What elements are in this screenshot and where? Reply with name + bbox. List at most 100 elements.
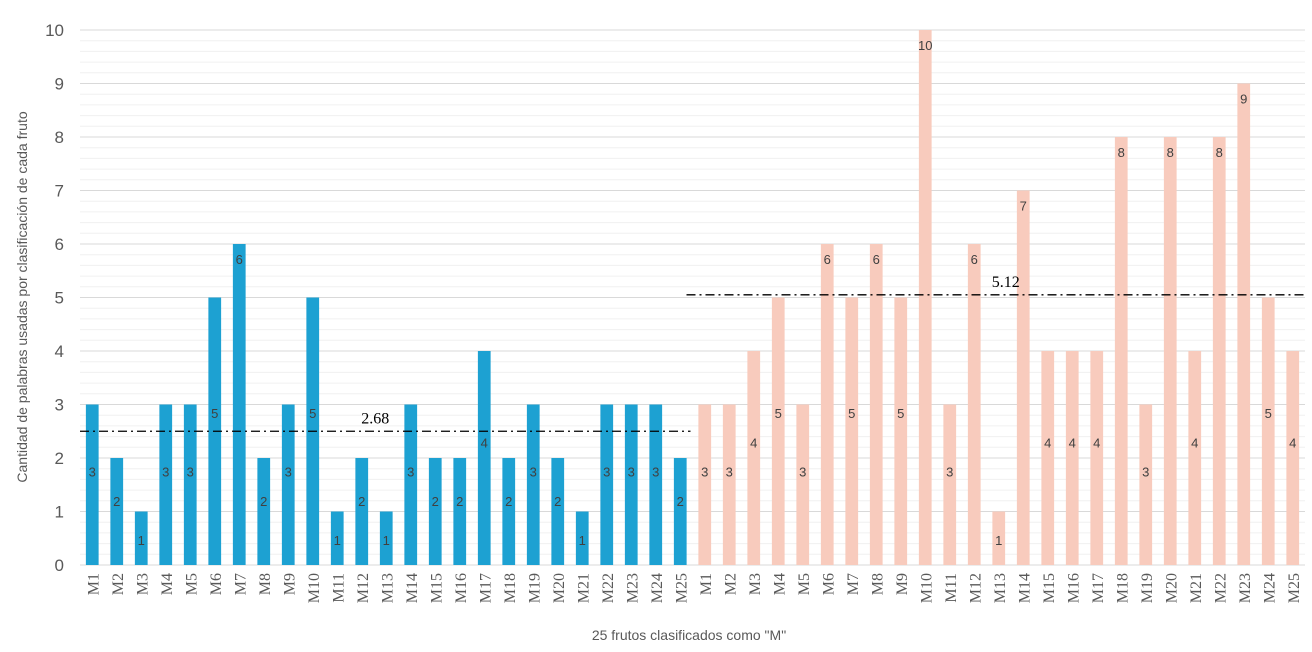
- bar: [159, 404, 173, 565]
- bar-value-label: 9: [1240, 92, 1247, 107]
- bar-value-label: 3: [285, 465, 292, 480]
- x-axis-ticks: M1 M2 M3 M4 M5 M6 M7 M8 M9 M10 M11 M12 M13 M14 M15 M16 M…: [85, 573, 1303, 603]
- y-axis-title: Cantidad de palabras usadas por clasific…: [14, 111, 30, 482]
- bar-value-label: 3: [89, 465, 96, 480]
- bar: [428, 458, 442, 565]
- x-tick-label: M9: [281, 573, 298, 595]
- y-tick-label: 6: [55, 235, 64, 254]
- x-tick-label: M14: [1016, 573, 1033, 603]
- x-tick-label: M5: [796, 573, 813, 595]
- bar: [257, 458, 271, 565]
- bar: [771, 297, 785, 565]
- bar-value-label: 2: [113, 494, 120, 509]
- bar-value-label: 3: [187, 465, 194, 480]
- bar-value-label: 3: [701, 465, 708, 480]
- x-tick-label: M25: [673, 573, 690, 603]
- x-tick-label: M11: [943, 573, 960, 603]
- bar-value-label: 3: [407, 465, 414, 480]
- bar-value-label: 6: [873, 252, 880, 267]
- x-tick-label: M24: [649, 573, 666, 603]
- bar-value-label: 5: [775, 406, 782, 421]
- x-tick-label: M7: [232, 573, 249, 595]
- bar-value-label: 4: [1191, 435, 1198, 450]
- average-label: 5.12: [992, 274, 1020, 291]
- bar-value-label: 8: [1118, 145, 1125, 160]
- x-tick-label: M20: [551, 573, 568, 603]
- bar: [379, 511, 393, 565]
- bar: [110, 458, 124, 565]
- x-tick-label: M13: [379, 573, 396, 603]
- bar-value-label: 1: [334, 533, 341, 548]
- x-tick-label: M4: [771, 573, 788, 595]
- bar: [796, 404, 810, 565]
- bar: [281, 404, 295, 565]
- bar: [526, 404, 540, 565]
- bar-value-label: 2: [432, 494, 439, 509]
- bar: [967, 244, 981, 565]
- bar: [85, 404, 99, 565]
- bar: [330, 511, 344, 565]
- bar-value-label: 3: [652, 465, 659, 480]
- x-tick-label: M8: [869, 573, 886, 595]
- x-tick-label: M5: [183, 573, 200, 595]
- bar: [477, 351, 491, 565]
- x-tick-label: M6: [820, 573, 837, 595]
- x-tick-label: M23: [624, 573, 641, 603]
- average-label: 2.68: [361, 410, 389, 427]
- bar-value-labels: 3 2 1 3 3 5 6 2 3 5 1 2 1 3 2 2 4 2 3 2 1 3 3 3 2 3 3 4 5 3 6 5 6 5 10 3 6 1 7…: [89, 38, 1297, 548]
- bar: [1212, 137, 1226, 565]
- bar: [992, 511, 1006, 565]
- y-tick-label: 0: [55, 556, 64, 575]
- bar-value-label: 1: [383, 533, 390, 548]
- bar-value-label: 3: [1142, 465, 1149, 480]
- bar: [624, 404, 638, 565]
- bar: [1016, 190, 1030, 565]
- bar-value-label: 8: [1216, 145, 1223, 160]
- bar-value-label: 6: [971, 252, 978, 267]
- bar: [722, 404, 736, 565]
- bar-value-label: 2: [677, 494, 684, 509]
- x-tick-label: M7: [845, 573, 862, 595]
- bar: [600, 404, 614, 565]
- x-tick-label: M15: [1041, 573, 1058, 603]
- x-tick-label: M4: [159, 573, 176, 595]
- x-tick-label: M3: [134, 573, 151, 595]
- bar: [232, 244, 246, 565]
- x-tick-label: M8: [257, 573, 274, 595]
- bar: [698, 404, 712, 565]
- x-tick-label: M2: [110, 573, 127, 595]
- bar: [453, 458, 467, 565]
- bar-value-label: 5: [211, 406, 218, 421]
- y-tick-label: 9: [55, 75, 64, 94]
- bar: [894, 297, 908, 565]
- bar-value-label: 4: [1093, 435, 1100, 450]
- bar: [502, 458, 516, 565]
- bar-value-label: 3: [628, 465, 635, 480]
- x-tick-label: M18: [1114, 573, 1131, 603]
- bar: [649, 404, 663, 565]
- x-tick-label: M12: [355, 573, 372, 603]
- y-tick-label: 5: [55, 289, 64, 308]
- bar-value-label: 4: [1289, 435, 1296, 450]
- bar: [1237, 83, 1251, 565]
- x-tick-label: M18: [502, 573, 519, 603]
- bar: [943, 404, 957, 565]
- x-tick-label: M19: [526, 573, 543, 603]
- x-tick-label: M21: [1188, 573, 1205, 603]
- bar-value-label: 6: [824, 252, 831, 267]
- bar-value-label: 5: [1265, 406, 1272, 421]
- y-tick-label: 7: [55, 182, 64, 201]
- y-axis-ticks: 0 1 2 3 4 5 6 7 8 9 10: [45, 21, 64, 575]
- bar: [845, 297, 859, 565]
- x-tick-label: M17: [477, 573, 494, 603]
- bar: [1065, 351, 1079, 565]
- bar: [1261, 297, 1275, 565]
- bar: [1188, 351, 1202, 565]
- x-tick-label: M20: [1163, 573, 1180, 603]
- bar: [1139, 404, 1153, 565]
- bar: [747, 351, 761, 565]
- bar-value-label: 5: [309, 406, 316, 421]
- y-tick-label: 10: [45, 21, 64, 40]
- x-tick-label: M15: [428, 573, 445, 603]
